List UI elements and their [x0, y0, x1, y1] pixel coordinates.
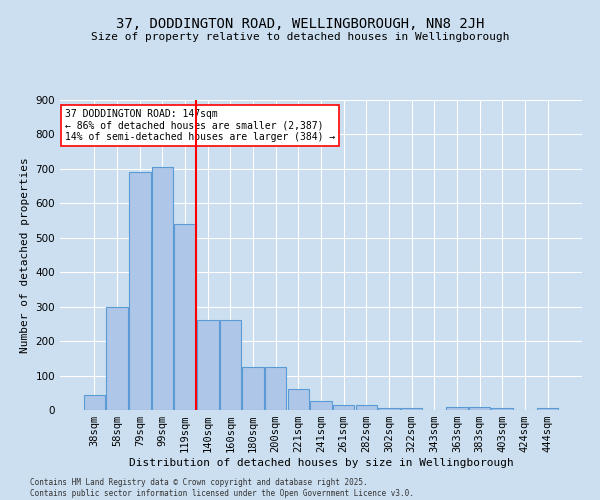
Text: Contains HM Land Registry data © Crown copyright and database right 2025.
Contai: Contains HM Land Registry data © Crown c…: [30, 478, 414, 498]
Bar: [242, 367, 264, 410]
Bar: [491, 408, 513, 410]
Bar: [401, 408, 422, 410]
Bar: [356, 405, 377, 410]
Bar: [537, 408, 558, 410]
Text: 37, DODDINGTON ROAD, WELLINGBOROUGH, NN8 2JH: 37, DODDINGTON ROAD, WELLINGBOROUGH, NN8…: [116, 18, 484, 32]
Bar: [287, 390, 309, 410]
Bar: [84, 394, 105, 410]
Text: Size of property relative to detached houses in Wellingborough: Size of property relative to detached ho…: [91, 32, 509, 42]
Bar: [106, 306, 128, 410]
Bar: [310, 402, 332, 410]
Bar: [220, 320, 241, 410]
X-axis label: Distribution of detached houses by size in Wellingborough: Distribution of detached houses by size …: [128, 458, 514, 468]
Bar: [378, 408, 400, 410]
Bar: [152, 167, 173, 410]
Text: 37 DODDINGTON ROAD: 147sqm
← 86% of detached houses are smaller (2,387)
14% of s: 37 DODDINGTON ROAD: 147sqm ← 86% of deta…: [65, 110, 335, 142]
Bar: [175, 224, 196, 410]
Bar: [129, 172, 151, 410]
Bar: [197, 320, 218, 410]
Bar: [469, 406, 490, 410]
Bar: [265, 367, 286, 410]
Bar: [333, 405, 355, 410]
Y-axis label: Number of detached properties: Number of detached properties: [20, 157, 30, 353]
Bar: [446, 406, 467, 410]
